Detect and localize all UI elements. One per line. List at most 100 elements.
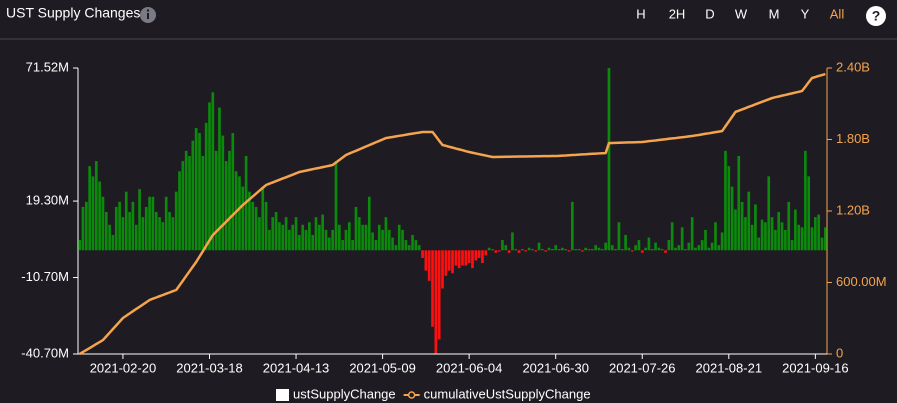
bar [551,248,554,251]
bar [477,250,481,258]
bar [198,133,201,251]
bar [141,217,145,251]
bar [354,206,358,251]
bar [534,250,538,252]
y2-tick-label: 0 [836,345,843,360]
bar [790,240,794,251]
y2-tick-label: 1.80B [836,131,870,146]
bar [327,237,331,251]
legend-label: ustSupplyChange [293,386,396,401]
help-icon[interactable]: ? [866,6,886,26]
bar [491,248,494,251]
line [79,72,826,356]
range-button[interactable]: D [705,6,714,21]
bar [321,214,325,251]
bar [161,222,165,251]
title: UST Supply Changes [6,5,140,21]
range-button[interactable]: W [735,6,748,21]
bar [361,224,364,251]
bar [707,247,711,251]
bar [690,217,694,251]
bar [291,224,295,251]
bar [417,245,421,251]
range-button[interactable]: H [636,6,645,21]
bar [614,248,617,251]
bar [111,234,115,251]
bar [461,250,464,266]
y-tick-label: 71.52M [26,59,69,74]
bar [88,166,91,251]
bar [134,224,138,251]
bar [434,250,438,354]
bar [404,240,408,251]
bar [337,224,341,251]
bar [624,234,627,251]
bar [188,155,191,251]
bar [620,248,624,251]
bar [431,250,434,327]
bar [311,234,315,251]
bar [171,217,175,251]
bar [274,212,278,251]
legend-item[interactable]: ustSupplyChange [276,386,396,401]
bar [424,250,428,271]
bar [760,219,764,251]
bar [630,250,634,252]
bar [627,247,631,251]
bar [441,250,444,289]
y-tick-label: -10.70M [21,269,69,284]
bar [607,68,611,251]
bar [124,191,128,251]
bar [594,245,597,251]
bar [381,229,384,251]
bar [547,247,551,251]
bar [664,250,667,253]
bar [754,204,757,251]
legend-swatch [276,389,289,401]
bar-series [78,68,827,354]
bar [334,161,338,251]
bar [314,217,318,251]
bar [414,240,418,251]
bar [347,222,351,251]
bar [797,224,801,251]
legend-item[interactable]: cumulativeUstSupplyChange [403,386,591,401]
bar [537,242,541,251]
bar [271,217,275,251]
x-tick-label: 2021-09-16 [782,360,849,375]
bar [138,189,141,251]
bar [241,186,245,251]
bar [101,196,105,251]
bar [264,201,268,251]
bar [590,248,594,251]
bar [524,250,528,252]
bar [541,248,544,251]
bar [294,217,298,251]
bar [174,191,178,251]
bar [238,176,241,251]
bar [261,186,265,251]
bar [640,250,644,253]
bar [248,191,251,251]
info-icon[interactable] [140,7,156,23]
svg-text:?: ? [872,8,881,24]
bar [687,242,691,251]
bar [331,229,334,251]
range-button[interactable]: Y [801,6,810,21]
y-tick-label: -40.70M [21,345,69,360]
bar [221,135,225,251]
bar [750,224,754,251]
bar [737,155,741,251]
range-button[interactable]: M [769,6,780,21]
range-button[interactable]: 2H [669,6,686,21]
bar [184,150,188,251]
bar [181,161,185,251]
bar [84,201,88,251]
bar [521,248,524,251]
bar [148,196,151,251]
bar [284,217,288,251]
bar [481,250,484,264]
bar [158,217,161,251]
range-button[interactable]: All [830,6,845,21]
